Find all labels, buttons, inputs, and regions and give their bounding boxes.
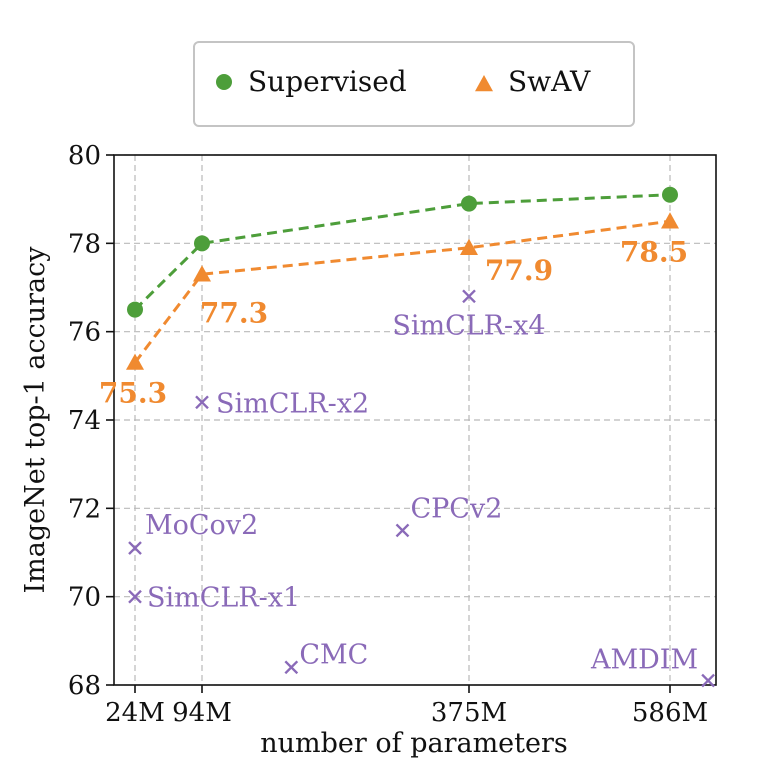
swav-point (460, 238, 478, 255)
y-tick-label: 68 (68, 671, 101, 701)
cmc-label: CMC (299, 639, 368, 670)
swav-line (133, 219, 671, 364)
amdim-point (701, 673, 715, 688)
y-tick-label: 80 (68, 141, 101, 171)
legend: Supervised SwAV (193, 41, 635, 127)
swav-point (661, 212, 679, 229)
supervised-line (133, 193, 671, 311)
x-tick-label: 24M (105, 698, 165, 728)
swav-value-label: 77.3 (200, 296, 268, 329)
swav-value-label: 75.3 (99, 377, 167, 410)
supervised-point (127, 301, 143, 318)
axes: 68 70 72 74 76 78 80 24M 94M 375M 586M (68, 141, 717, 728)
simclr-x4-point (462, 289, 476, 304)
legend-supervised-marker (216, 74, 232, 90)
swav-point (126, 353, 144, 370)
y-tick-label: 72 (68, 494, 101, 524)
simclr-x2-point (195, 395, 209, 410)
simclr-x1-label: SimCLR-x1 (147, 583, 300, 614)
simclr-x4-label: SimCLR-x4 (392, 310, 545, 341)
swav-value-label: 77.9 (485, 254, 553, 287)
mocov2-label: MoCov2 (145, 510, 258, 541)
supervised-point (461, 195, 477, 212)
supervised-point (662, 186, 678, 203)
legend-swav-marker (475, 75, 493, 92)
cpcv2-label: CPCv2 (410, 493, 502, 524)
mocov2-point (128, 541, 142, 555)
y-tick-label: 78 (68, 229, 101, 259)
swav-point (193, 265, 211, 282)
other-methods: SimCLR-x4 SimCLR-x2 CPCv2 MoCov2 SimCLR-x1 CM… (128, 289, 715, 688)
y-axis-label: ImageNet top-1 accuracy (20, 246, 51, 594)
cmc-point (284, 660, 299, 675)
x-tick-label: 586M (632, 698, 708, 728)
y-tick-label: 76 (68, 318, 101, 348)
x-tick-label: 375M (431, 698, 507, 728)
x-tick-label: 94M (172, 698, 232, 728)
legend-swav-label: SwAV (508, 65, 591, 98)
y-tick-label: 74 (68, 406, 101, 436)
swav-value-label: 78.5 (620, 235, 688, 268)
y-tick-label: 70 (68, 583, 101, 613)
legend-supervised-label: Supervised (248, 65, 407, 98)
amdim-label: AMDIM (590, 645, 698, 676)
simclr-x1-point (128, 589, 142, 604)
supervised-point (194, 235, 210, 252)
cpcv2-point (395, 523, 410, 538)
x-axis-label: number of parameters (260, 728, 568, 759)
legend-box (193, 41, 635, 127)
simclr-x2-label: SimCLR-x2 (216, 388, 369, 419)
data-series: 75.3 77.3 77.9 78.5 (99, 186, 688, 410)
